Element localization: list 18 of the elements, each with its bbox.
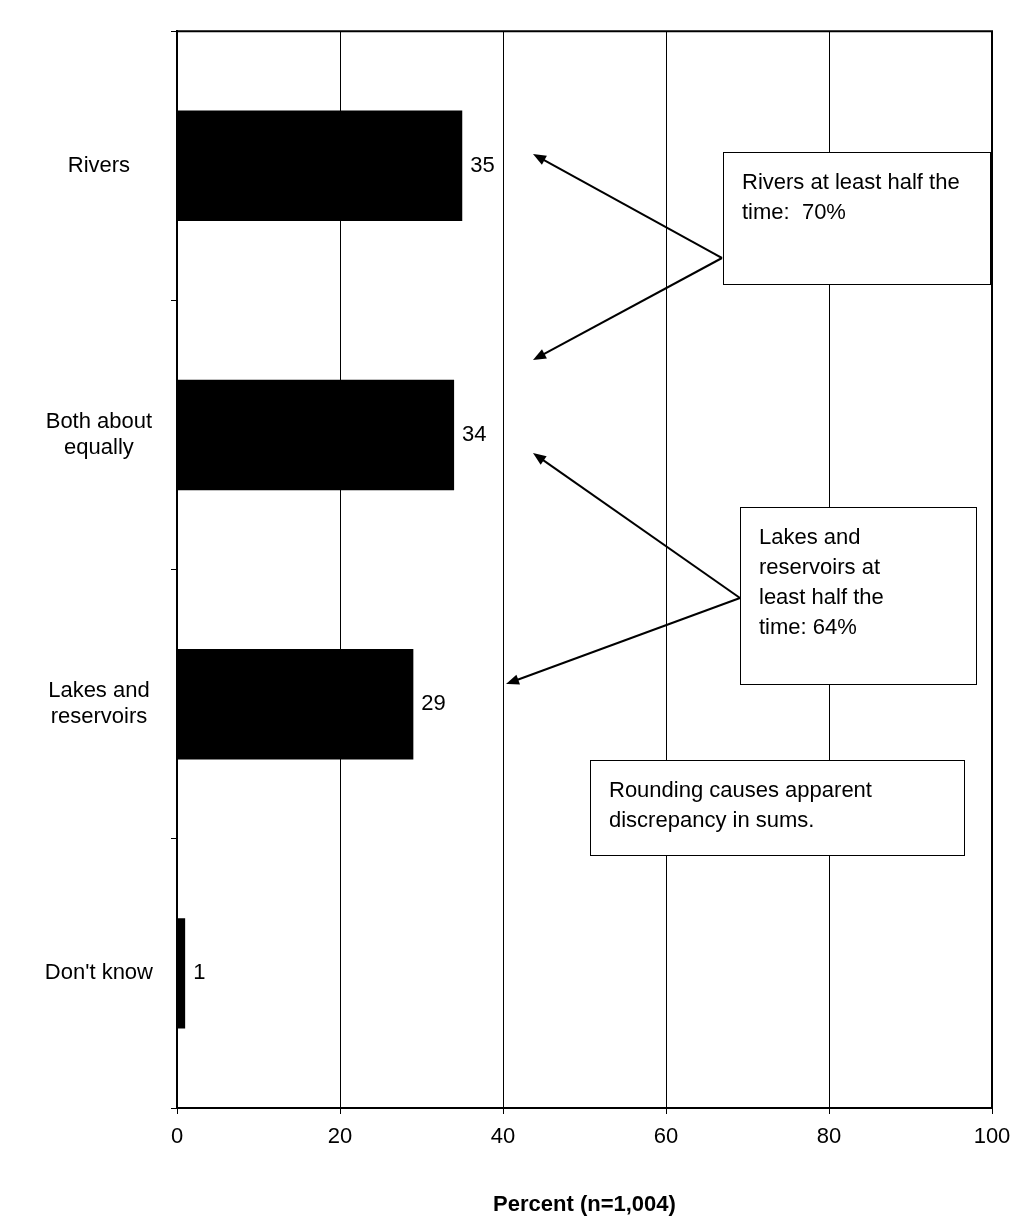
x-tick-label: 0 [170,1123,184,1149]
note-box: Lakes and reservoirs at least half the time: 64% [740,507,977,685]
y-tick-label: Rivers [67,151,131,177]
x-tick-label: 60 [653,1123,679,1149]
x-tick-label: 100 [973,1123,1011,1149]
data-label: 34 [462,421,487,447]
note-box: Rounding causes apparent discrepancy in sums. [590,760,965,856]
note-box: Rivers at least half the time: 70% [723,152,991,285]
x-axis-title: Percent (n=1,004) [493,1190,676,1216]
y-tick-label: Don't know [44,959,154,985]
x-tick-label: 20 [327,1123,353,1149]
y-tick-label: Lakes and reservoirs [48,677,150,729]
data-label: 1 [193,959,206,985]
y-tick-label: Both about equally [45,407,153,460]
x-tick-label: 80 [816,1123,842,1149]
data-label: 35 [470,151,495,177]
data-label: 29 [421,690,446,716]
x-tick-label: 40 [490,1123,516,1149]
